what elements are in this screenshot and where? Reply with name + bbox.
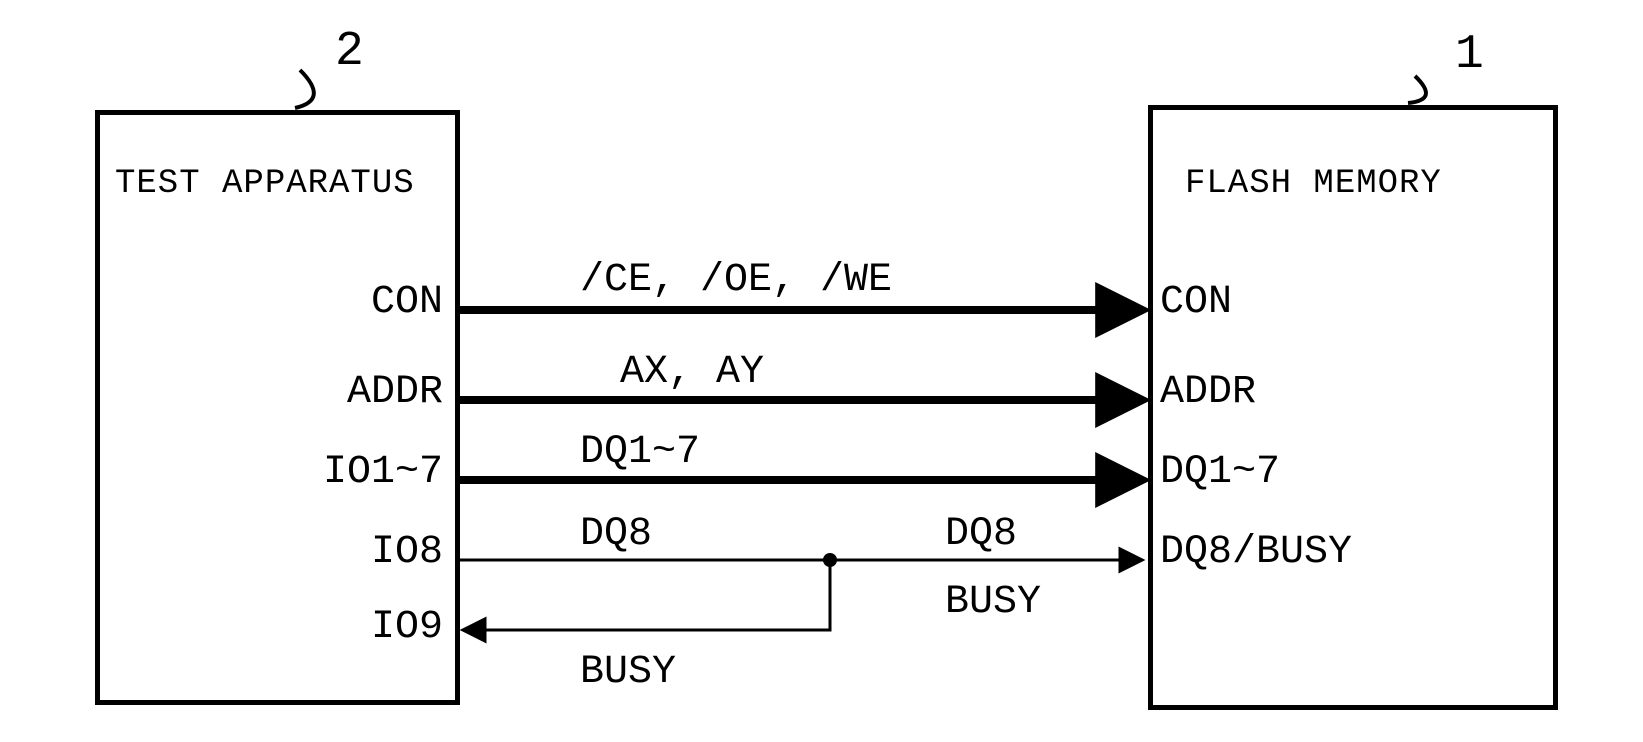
ref-num-right: 1 <box>1455 28 1484 82</box>
sig-ce-oe-we: /CE, /OE, /WE <box>580 258 892 303</box>
tap-node <box>823 553 837 567</box>
wire-busy <box>465 560 830 630</box>
left-pin-con: CON <box>371 280 443 325</box>
left-pin-io9: IO9 <box>371 605 443 650</box>
leader-right <box>1408 76 1426 103</box>
right-pin-dq17: DQ1~7 <box>1160 450 1280 495</box>
right-pin-con: CON <box>1160 280 1232 325</box>
sig-dq8-left: DQ8 <box>580 512 652 557</box>
sig-ax-ay: AX, AY <box>620 350 764 395</box>
ref-num-left: 2 <box>335 25 364 79</box>
sig-dq8-right: DQ8 <box>945 512 1017 557</box>
right-pin-dq8b: DQ8/BUSY <box>1160 530 1352 575</box>
left-pin-io17: IO1~7 <box>323 450 443 495</box>
sig-busy-bottom: BUSY <box>580 650 676 695</box>
test-apparatus-title: TEST APPARATUS <box>115 165 415 203</box>
diagram-canvas: TEST APPARATUS 2 FLASH MEMORY 1 CON ADDR… <box>0 0 1643 742</box>
sig-dq17: DQ1~7 <box>580 430 700 475</box>
leader-left <box>295 70 314 108</box>
flash-memory-title: FLASH MEMORY <box>1185 165 1442 203</box>
left-pin-addr: ADDR <box>347 370 443 415</box>
right-pin-addr: ADDR <box>1160 370 1256 415</box>
left-pin-io8: IO8 <box>371 530 443 575</box>
sig-busy-right: BUSY <box>945 580 1041 625</box>
